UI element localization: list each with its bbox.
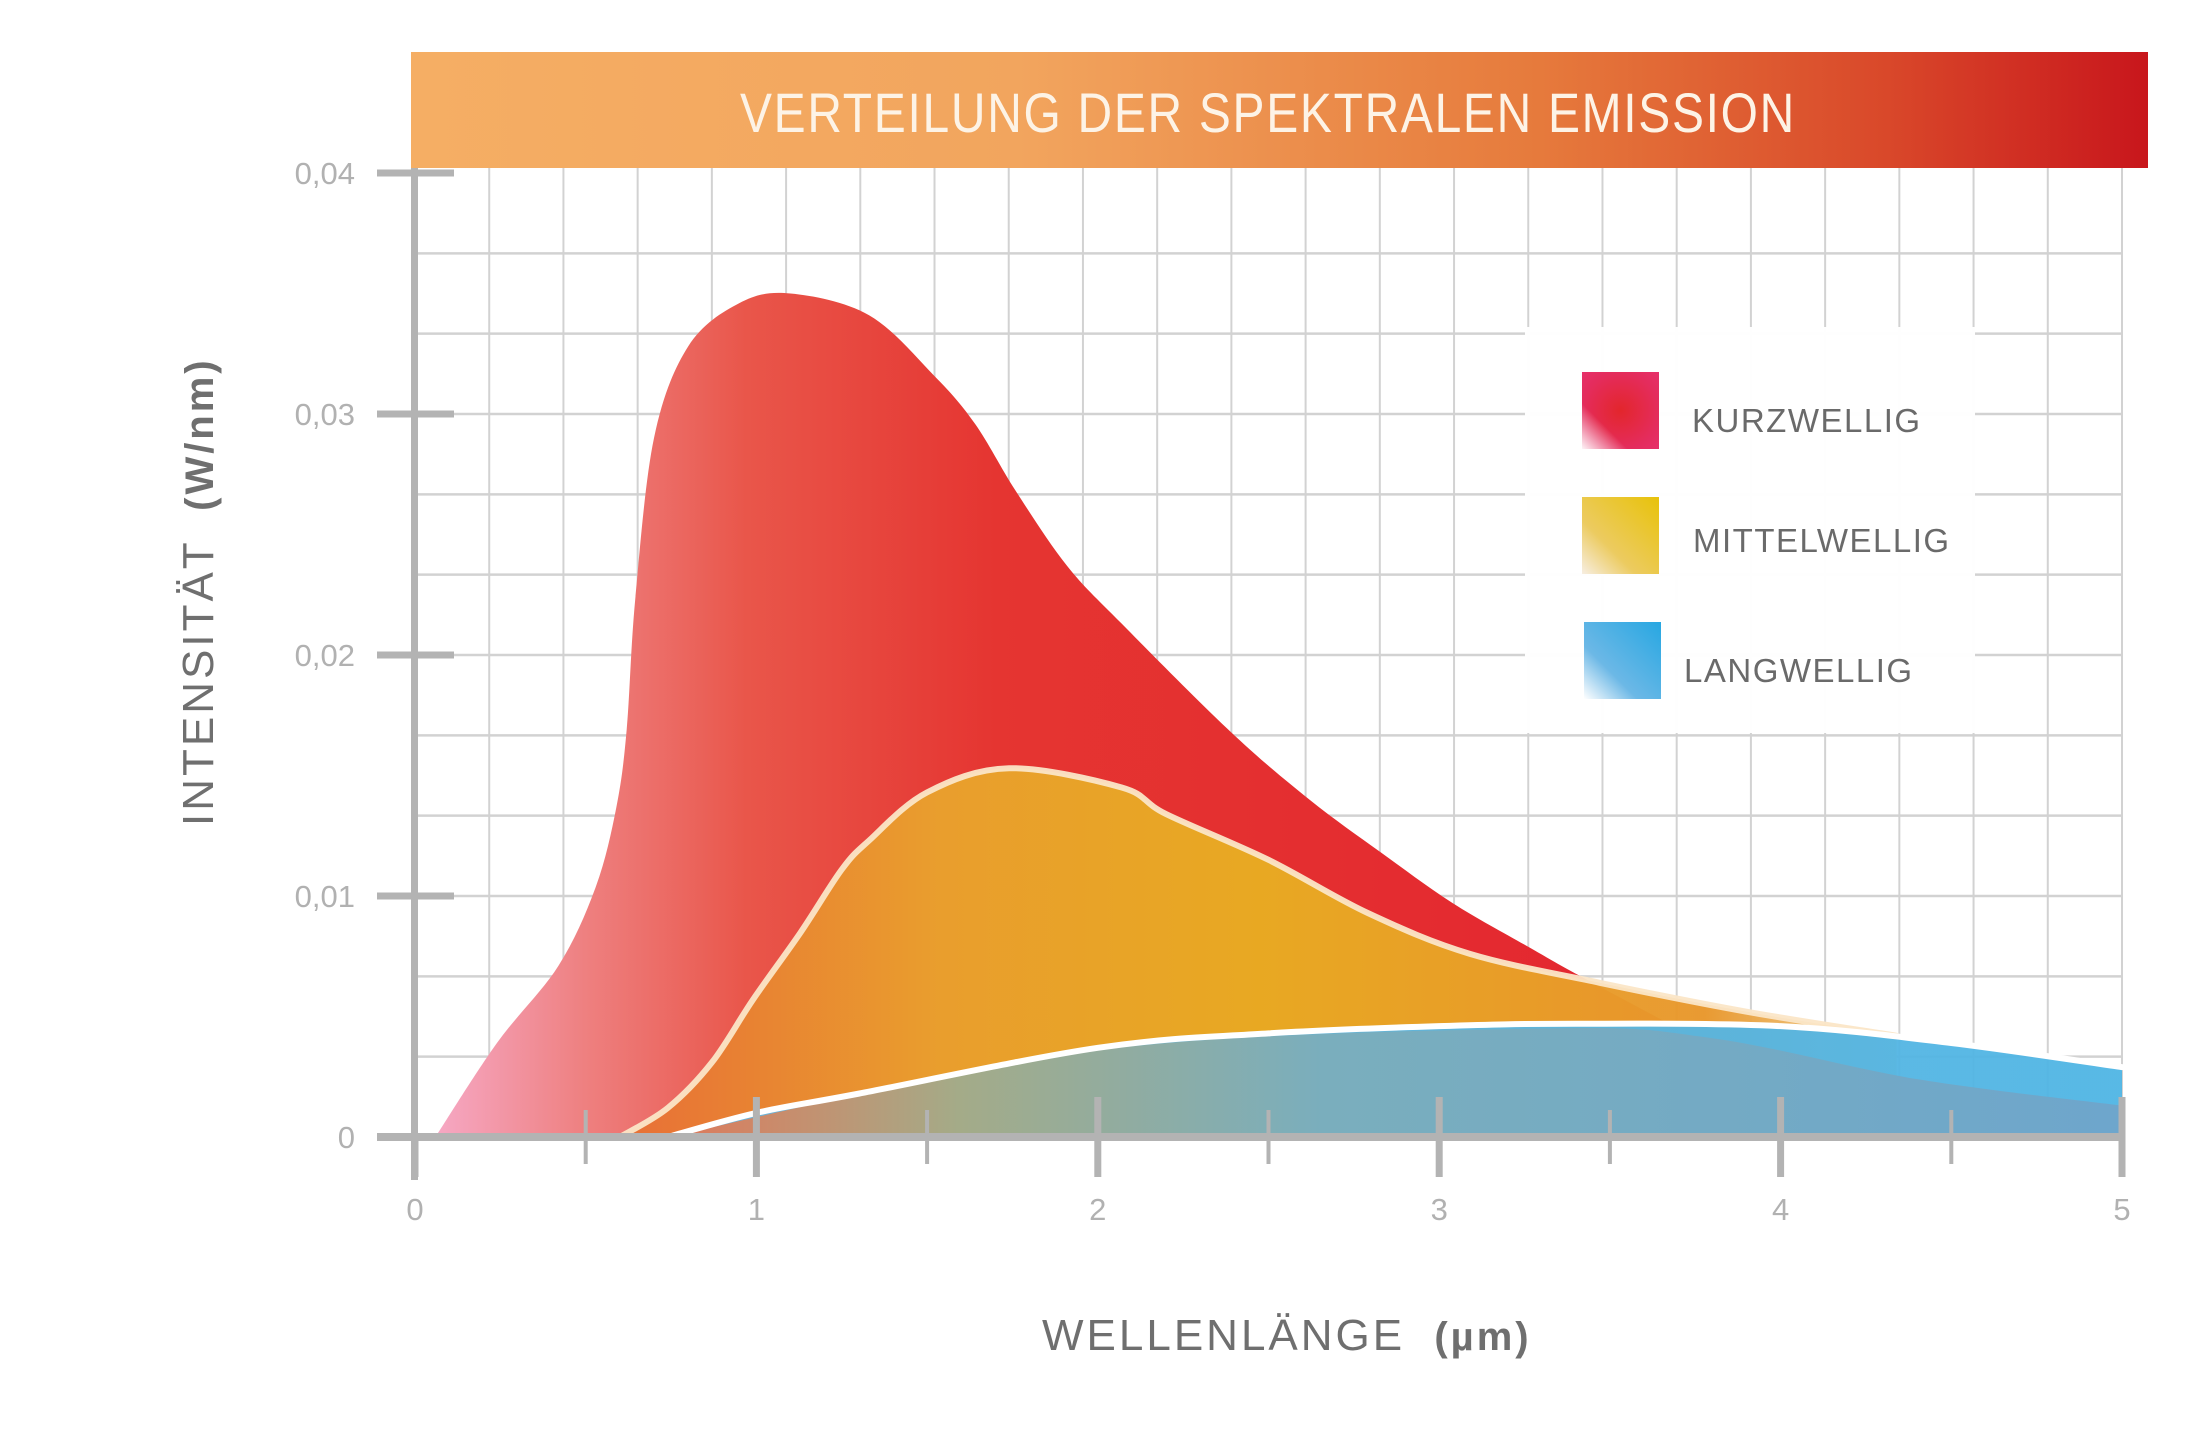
y-tick-mark [377,410,454,418]
legend-item-langwellig: LANGWELLIG [1584,622,1914,699]
legend-swatch-mittelwellig [1582,497,1659,574]
legend-label-mittelwellig: MITTELWELLIG [1693,522,1951,559]
legend: KURZWELLIG MITTELWELLIG LANGWELLIG [1525,327,1975,733]
x-tick-label: 3 [1431,1192,1448,1227]
y-ticks: 0 0,01 0,02 0,03 0,04 [295,156,454,1155]
x-tick-label: 2 [1089,1192,1106,1227]
x-tick-label: 1 [748,1192,765,1227]
y-tick-label: 0,01 [295,879,355,914]
chart-title: VERTEILUNG DER SPEKTRALEN EMISSION [740,81,1796,144]
x-tick-mark [1777,1097,1785,1177]
x-minor-tick-mark [1949,1110,1954,1164]
x-minor-tick-mark [925,1110,930,1164]
y-axis-label: INTENSITÄT (W/nm) [174,357,223,826]
x-minor-tick-mark [1607,1110,1612,1164]
y-tick-label: 0,02 [295,638,355,673]
series-layer [435,292,2123,1137]
x-axis-label-text: WELLENLÄNGE [1042,1311,1405,1360]
legend-item-kurzwellig: KURZWELLIG [1582,372,1922,449]
x-axis-unit: (µm) [1434,1315,1531,1359]
y-axis-unit: (W/nm) [178,357,222,511]
y-tick-label: 0,03 [295,397,355,432]
y-axis-line [411,168,418,1180]
x-tick-mark [1435,1097,1443,1177]
x-tick-label: 4 [1772,1192,1789,1227]
legend-item-mittelwellig: MITTELWELLIG [1582,497,1951,574]
legend-label-langwellig: LANGWELLIG [1684,652,1914,689]
title-bar [411,52,2148,168]
series-outline-mittelwellig [616,765,1900,1137]
y-tick-mark [377,651,454,659]
axes [377,168,2125,1180]
x-tick-mark [411,1137,419,1177]
series-outline-langwellig [664,1020,2123,1137]
x-ticks: 0 1 2 3 4 5 [406,1097,2131,1227]
legend-label-kurzwellig: KURZWELLIG [1692,402,1922,439]
y-axis-label-text: INTENSITÄT [174,540,223,826]
x-tick-mark [752,1097,760,1177]
legend-swatch-kurzwellig-fade [1582,372,1659,449]
x-axis-line [377,1133,2125,1141]
x-minor-tick-mark [1266,1110,1271,1164]
x-tick-label: 5 [2113,1192,2130,1227]
x-tick-mark [1094,1097,1102,1177]
title-banner: VERTEILUNG DER SPEKTRALEN EMISSION [411,52,2148,168]
x-axis-label: WELLENLÄNGE (µm) [1042,1311,1532,1360]
y-tick-label: 0 [338,1120,355,1155]
x-minor-tick-mark [583,1110,588,1164]
series-area-langwellig [667,1027,2122,1137]
x-tick-label: 0 [406,1192,423,1227]
y-tick-mark [377,169,454,177]
legend-swatch-langwellig [1584,622,1661,699]
y-tick-mark [377,892,454,900]
y-tick-label: 0,04 [295,156,355,191]
x-tick-mark [2118,1097,2126,1177]
